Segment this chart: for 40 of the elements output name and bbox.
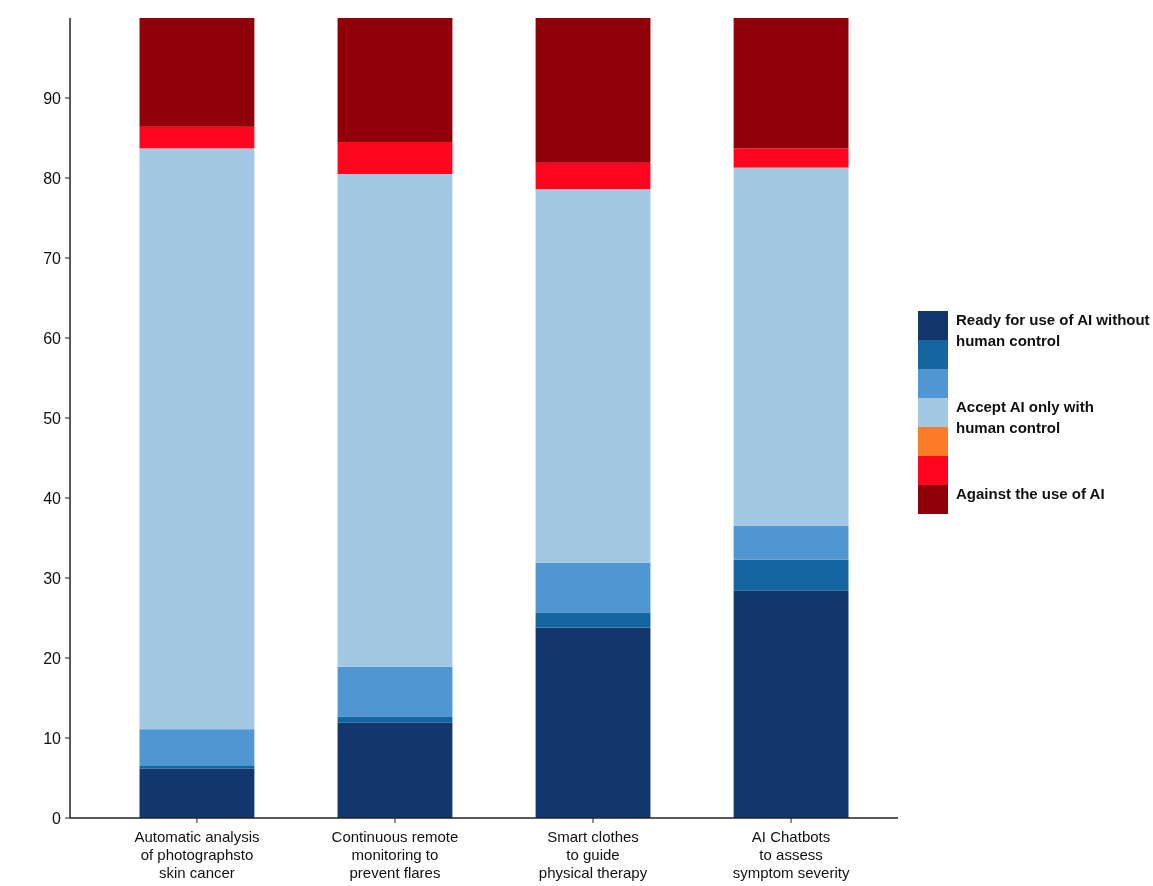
legend-label: Accept AI only with human control xyxy=(956,398,1094,437)
bar xyxy=(733,18,849,149)
bar xyxy=(733,526,849,560)
y-tick-label: 90 xyxy=(43,89,62,107)
bar xyxy=(733,167,849,526)
y-tick-label: 70 xyxy=(43,249,62,267)
bar xyxy=(733,590,849,818)
y-tick-label: 20 xyxy=(43,649,62,667)
bar xyxy=(337,18,453,142)
bar xyxy=(733,148,849,168)
legend-label: Against the use of AI xyxy=(956,485,1105,503)
y-tick-label: 80 xyxy=(43,169,62,187)
bar xyxy=(535,562,651,613)
y-tick-label: 30 xyxy=(43,569,62,587)
y-tick-label: 0 xyxy=(52,809,62,827)
x-tick-label: Automatic analysis of photographsto skin cancer xyxy=(134,828,260,881)
y-tick-label: 40 xyxy=(43,489,62,507)
bar xyxy=(337,722,453,818)
bar xyxy=(535,612,651,628)
bar xyxy=(139,768,255,818)
bar xyxy=(139,126,255,149)
x-tick-label: AI Chatbots to assess symptom severity xyxy=(732,828,850,881)
y-tick-label: 50 xyxy=(43,409,62,427)
bar xyxy=(733,559,849,591)
bar xyxy=(337,716,453,723)
x-tick-label: Continuous remote monitoring to prevent flares xyxy=(331,828,459,881)
y-tick-label: 60 xyxy=(43,329,62,347)
bar xyxy=(337,666,453,717)
bar xyxy=(139,729,255,766)
x-tick-label: Smart clothes to guide physical therapy xyxy=(538,828,648,881)
bar xyxy=(535,627,651,818)
bar xyxy=(337,142,453,174)
bar xyxy=(337,174,453,667)
bar xyxy=(535,162,651,190)
bar xyxy=(535,189,651,563)
bar xyxy=(139,18,255,127)
bar xyxy=(535,18,651,163)
legend-label: Ready for use of AI without human control xyxy=(956,311,1150,350)
y-tick-label: 10 xyxy=(43,729,62,747)
bar xyxy=(139,148,255,730)
